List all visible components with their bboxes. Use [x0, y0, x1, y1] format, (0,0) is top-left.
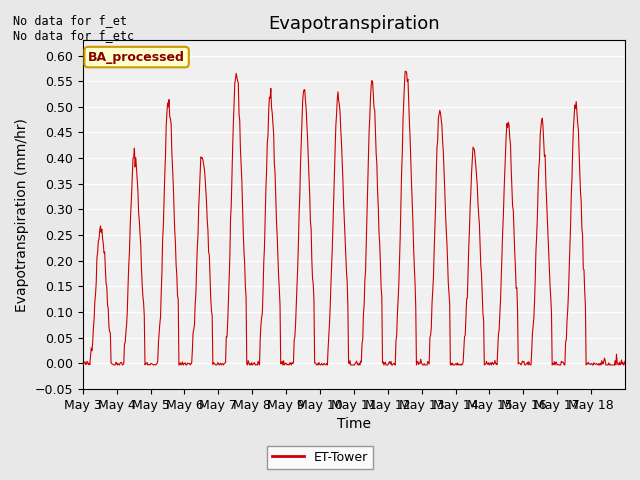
- Text: No data for f_et
No data for f_etc: No data for f_et No data for f_etc: [13, 14, 134, 42]
- Title: Evapotranspiration: Evapotranspiration: [268, 15, 440, 33]
- Legend: ET-Tower: ET-Tower: [268, 446, 372, 469]
- X-axis label: Time: Time: [337, 418, 371, 432]
- Text: BA_processed: BA_processed: [88, 50, 185, 63]
- Y-axis label: Evapotranspiration (mm/hr): Evapotranspiration (mm/hr): [15, 118, 29, 312]
